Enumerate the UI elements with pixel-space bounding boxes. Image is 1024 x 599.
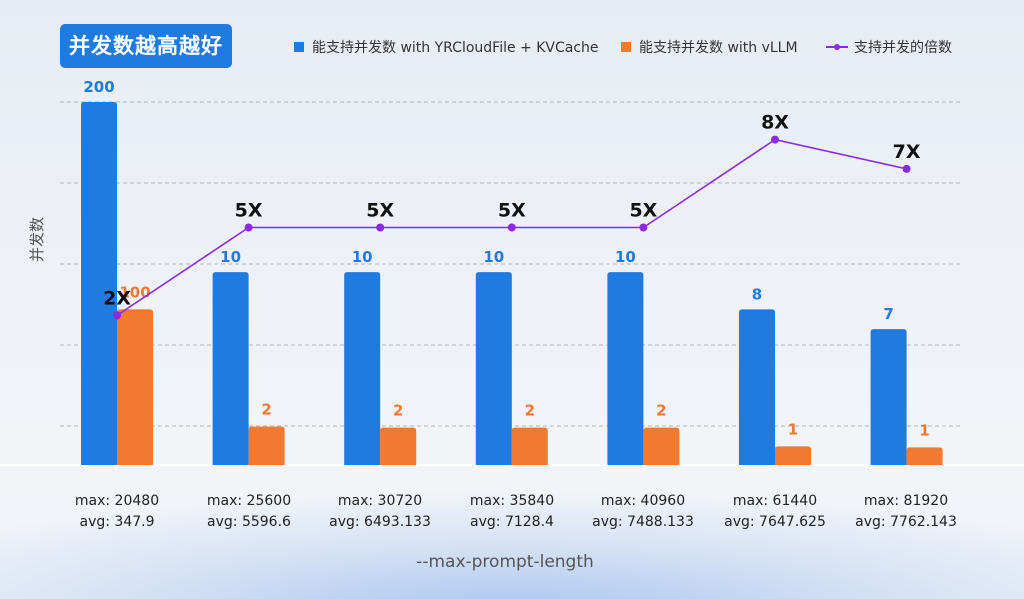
- bar-label-yrcloudfile: 8: [752, 285, 762, 303]
- bar-vllm: [906, 447, 943, 465]
- bar-label-yrcloudfile: 10: [352, 248, 373, 266]
- x-category-label: max: 40960 avg: 7488.133: [563, 491, 723, 533]
- x-category-max: max: 81920: [863, 493, 949, 509]
- ratio-point: [113, 311, 121, 320]
- x-category-avg: avg: 5596.6: [207, 514, 291, 530]
- x-category-avg: avg: 7128.4: [470, 514, 554, 530]
- ratio-point: [244, 223, 253, 232]
- x-category-label: max: 20480 avg: 347.9: [37, 491, 197, 533]
- bar-label-yrcloudfile: 7: [883, 305, 893, 323]
- bar-vllm: [380, 427, 417, 465]
- bar-label-vllm: 2: [656, 402, 666, 420]
- ratio-label: 5X: [366, 200, 394, 222]
- bar-label-yrcloudfile: 200: [83, 78, 114, 96]
- x-category-avg: avg: 7762.143: [855, 514, 957, 530]
- bar-label-yrcloudfile: 10: [220, 248, 241, 266]
- bar-vllm: [775, 446, 811, 465]
- x-axis-label: --max-prompt-length: [416, 552, 594, 572]
- bar-yrcloudfile: [212, 272, 249, 465]
- bar-label-vllm: 2: [393, 402, 403, 420]
- legend-item-ratio[interactable]: 支持并发的倍数: [826, 37, 952, 57]
- x-category-max: max: 40960: [600, 493, 686, 509]
- ratio-point: [507, 223, 516, 232]
- legend-label-yrcloudfile: 能支持并发数 with YRCloudFile + KVCache: [312, 40, 599, 56]
- x-category-label: max: 30720 avg: 6493.133: [300, 491, 460, 533]
- x-category-avg: avg: 7488.133: [592, 514, 694, 530]
- ratio-label: 2X: [103, 287, 131, 309]
- x-category-max: max: 61440: [732, 493, 818, 509]
- bar-vllm: [248, 426, 285, 465]
- bar-vllm: [643, 427, 680, 465]
- x-category-label: max: 61440 avg: 7647.625: [695, 491, 855, 533]
- ratio-point: [376, 223, 385, 232]
- legend-label-ratio: 支持并发的倍数: [854, 40, 952, 56]
- ratio-label: 5X: [235, 200, 263, 222]
- bar-label-vllm: 2: [261, 401, 271, 419]
- x-category-label: max: 81920 avg: 7762.143: [826, 491, 986, 533]
- bar-label-vllm: 1: [788, 420, 798, 438]
- legend-item-vllm[interactable]: 能支持并发数 with vLLM: [621, 37, 798, 57]
- legend-line-purple-icon: [826, 42, 848, 52]
- ratio-point: [902, 164, 911, 173]
- bar-label-yrcloudfile: 10: [615, 248, 636, 266]
- bar-yrcloudfile: [870, 329, 907, 465]
- ratio-label: 7X: [893, 141, 921, 163]
- ratio-label: 5X: [629, 200, 657, 222]
- bar-label-yrcloudfile: 10: [483, 248, 504, 266]
- bar-label-vllm: 2: [525, 402, 535, 420]
- bar-yrcloudfile: [344, 272, 381, 465]
- legend-swatch-blue-icon: [294, 42, 304, 52]
- legend-swatch-orange-icon: [621, 42, 631, 52]
- bar-yrcloudfile: [81, 102, 117, 465]
- bar-yrcloudfile: [739, 309, 775, 465]
- bar-label-vllm: 100: [119, 283, 150, 301]
- ratio-label: 5X: [498, 200, 526, 222]
- ratio-label: 8X: [761, 112, 789, 134]
- x-category-max: max: 35840: [469, 493, 555, 509]
- bar-yrcloudfile: [475, 272, 512, 465]
- x-category-avg: avg: 7647.625: [724, 514, 826, 530]
- ratio-point: [771, 135, 779, 144]
- x-category-max: max: 20480: [74, 493, 160, 509]
- bottom-glow-background: [0, 465, 1024, 599]
- x-category-avg: avg: 347.9: [79, 514, 155, 530]
- bar-vllm: [511, 427, 548, 465]
- bar-yrcloudfile: [607, 272, 644, 465]
- ratio-point: [639, 223, 648, 232]
- legend-label-vllm: 能支持并发数 with vLLM: [639, 40, 798, 56]
- x-category-label: max: 35840 avg: 7128.4: [432, 491, 592, 533]
- x-category-avg: avg: 6493.133: [329, 514, 431, 530]
- x-category-label: max: 25600 avg: 5596.6: [169, 491, 329, 533]
- x-category-max: max: 30720: [337, 493, 423, 509]
- legend-item-yrcloudfile[interactable]: 能支持并发数 with YRCloudFile + KVCache: [294, 37, 599, 57]
- x-category-max: max: 25600: [206, 493, 292, 509]
- bar-vllm: [117, 309, 153, 465]
- bar-label-vllm: 1: [919, 421, 929, 439]
- chart-title: 并发数越高越好: [60, 24, 232, 68]
